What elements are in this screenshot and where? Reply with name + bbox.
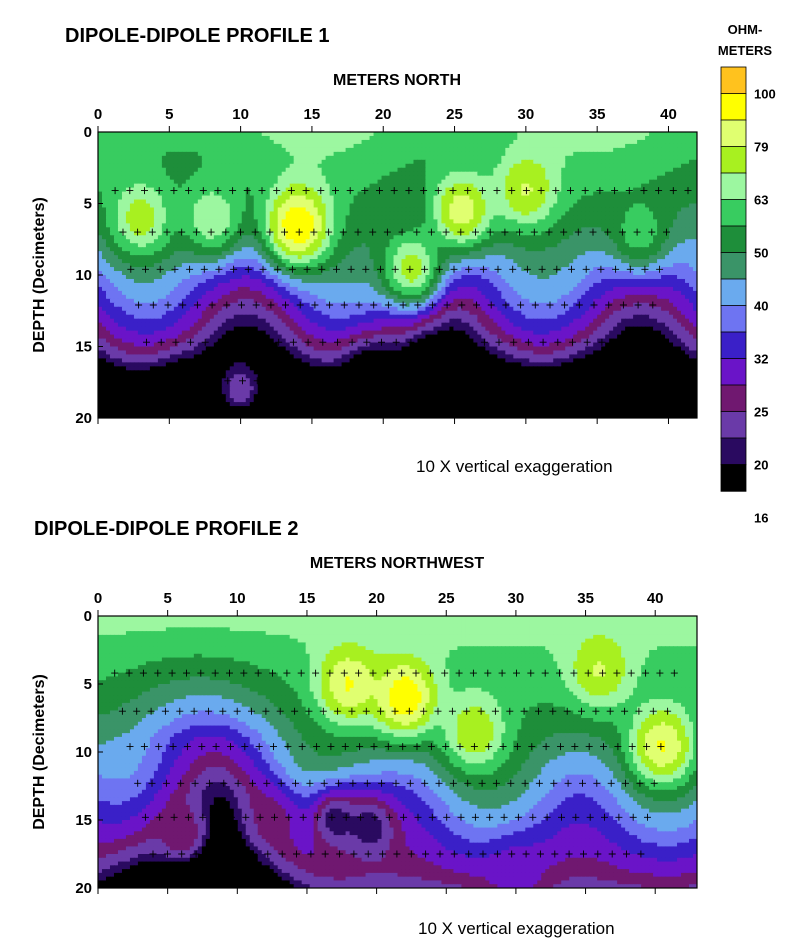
legend-swatch (720, 252, 747, 280)
legend-swatch (720, 464, 747, 492)
profile-2-note: 10 X vertical exaggeration (418, 919, 615, 938)
x-tick-label: 5 (164, 590, 172, 607)
legend-label: 63 (754, 193, 768, 208)
profile-1: DIPOLE-DIPOLE PROFILE 1 METERS NORTH 0 5 1… (31, 25, 698, 476)
legend-label: 40 (754, 299, 768, 314)
legend-color-bar (720, 66, 747, 492)
legend-label: 79 (754, 140, 768, 155)
x-tick-label: 30 (518, 106, 535, 123)
legend-swatch (720, 119, 747, 148)
profile-2-data-points (111, 669, 678, 858)
profile-2-title: DIPOLE-DIPOLE PROFILE 2 (34, 518, 298, 540)
y-tick-label: 20 (75, 410, 92, 427)
x-tick-label: 40 (647, 590, 664, 607)
legend-label: 20 (754, 458, 768, 473)
x-tick-label: 10 (229, 590, 246, 607)
legend-swatch (720, 66, 747, 95)
x-tick-label: 0 (94, 106, 102, 123)
legend-swatch (720, 278, 747, 307)
profile-2-xlabel: METERS NORTHWEST (310, 555, 484, 572)
legend-swatch (720, 172, 747, 201)
profile-1-resistivity-field (98, 132, 697, 418)
profile-2-y-tick-labels: 0 5 10 15 20 (75, 608, 92, 897)
legend-label: 50 (754, 246, 768, 261)
y-tick-label: 15 (75, 339, 92, 356)
legend-swatch (720, 146, 747, 174)
legend-label: 32 (754, 352, 768, 367)
y-tick-label: 5 (84, 676, 92, 693)
profile-2-ylabel: DEPTH (Decimeters) (31, 674, 48, 830)
x-tick-label: 5 (165, 106, 173, 123)
y-tick-label: 10 (75, 267, 92, 284)
x-tick-label: 10 (232, 106, 249, 123)
legend-swatch (720, 331, 747, 360)
legend-swatch (720, 305, 747, 333)
color-legend: OHM- METERS 100 79 63 50 40 32 25 20 16 (718, 22, 776, 526)
legend-swatch (720, 93, 747, 121)
profile-2: DIPOLE-DIPOLE PROFILE 2 METERS NORTHWEST… (31, 518, 698, 938)
legend-label: 100 (754, 87, 776, 102)
y-tick-label: 0 (84, 608, 92, 625)
x-tick-label: 0 (94, 590, 102, 607)
x-tick-label: 15 (299, 590, 316, 607)
y-tick-label: 10 (75, 744, 92, 761)
x-tick-label: 35 (577, 590, 594, 607)
x-tick-label: 25 (438, 590, 455, 607)
legend-labels: 100 79 63 50 40 32 25 20 16 (754, 87, 776, 526)
legend-swatch (720, 384, 747, 413)
profile-1-ylabel: DEPTH (Decimeters) (31, 197, 48, 353)
x-tick-label: 30 (508, 590, 525, 607)
x-tick-label: 15 (304, 106, 321, 123)
profile-2-resistivity-field (98, 616, 697, 888)
x-tick-label: 20 (375, 106, 392, 123)
x-tick-label: 40 (660, 106, 677, 123)
x-tick-label: 20 (368, 590, 385, 607)
legend-swatch (720, 225, 747, 254)
x-tick-label: 35 (589, 106, 606, 123)
profile-1-note: 10 X vertical exaggeration (416, 457, 613, 476)
y-tick-label: 5 (84, 196, 92, 213)
legend-label: 16 (754, 511, 768, 526)
profile-1-title: DIPOLE-DIPOLE PROFILE 1 (65, 25, 329, 47)
profile-1-xlabel: METERS NORTH (333, 72, 461, 89)
profile-2-tick-marks (97, 610, 656, 894)
legend-swatch (720, 358, 747, 386)
profile-1-y-tick-labels: 0 5 10 15 20 (75, 124, 92, 427)
y-tick-label: 20 (75, 880, 92, 897)
legend-title-line-2: METERS (718, 43, 773, 58)
legend-label: 25 (754, 405, 768, 420)
x-tick-label: 25 (446, 106, 463, 123)
profile-1-data-points (111, 187, 692, 385)
y-tick-label: 0 (84, 124, 92, 141)
legend-title-line-1: OHM- (728, 22, 763, 37)
legend-swatch (720, 437, 747, 466)
profile-1-x-tick-labels: 0 5 10 15 20 25 30 35 40 (94, 106, 677, 123)
y-tick-label: 15 (75, 812, 92, 829)
legend-swatch (720, 411, 747, 439)
profile-1-tick-marks (97, 126, 669, 424)
profile-2-x-tick-labels: 0 5 10 15 20 25 30 35 40 (94, 590, 664, 607)
legend-swatch (720, 199, 747, 227)
